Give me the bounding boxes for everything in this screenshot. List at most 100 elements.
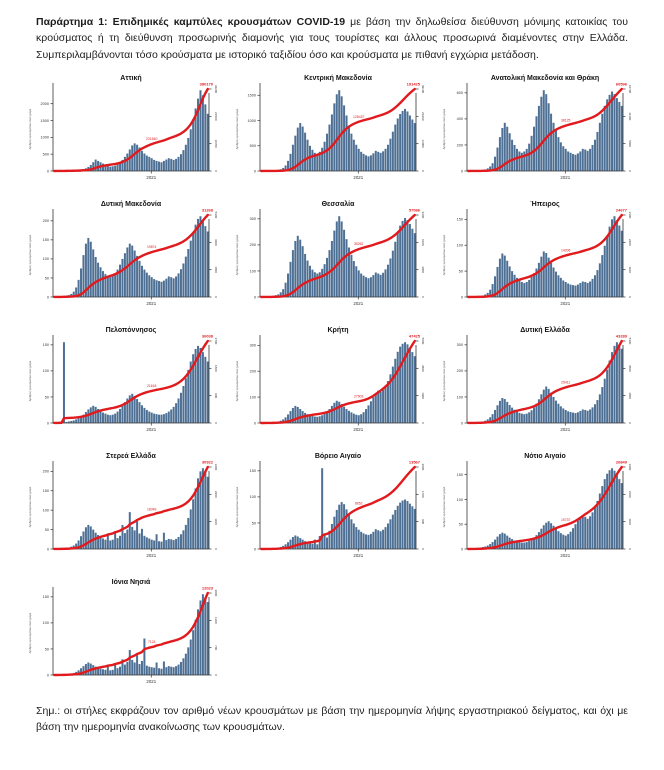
svg-text:0: 0 xyxy=(47,547,49,551)
svg-text:Κρήτη: Κρήτη xyxy=(327,327,348,334)
epidemic-curve-chart: Νότιο Αιγαίο 0 50 100 150 0 1100 2100 3200 2021 Αρ… xyxy=(442,453,632,558)
epidemic-curve-chart: Θεσσαλία010020030003000610091002021Αριθμ… xyxy=(235,200,425,306)
svg-text:200: 200 xyxy=(250,369,256,373)
svg-text:500: 500 xyxy=(250,144,256,148)
svg-text:2021: 2021 xyxy=(353,427,363,432)
svg-text:150: 150 xyxy=(456,473,462,477)
svg-text:50: 50 xyxy=(45,647,49,651)
svg-text:19874: 19874 xyxy=(147,245,157,249)
region-chart-7: Πελοπόννησος 0 50 100 150 0 900 1800 2700 2021 Αρι… xyxy=(25,323,225,441)
svg-text:300: 300 xyxy=(250,343,256,347)
svg-text:38125: 38125 xyxy=(561,118,571,122)
svg-text:9100: 9100 xyxy=(421,211,425,218)
svg-text:150: 150 xyxy=(43,489,49,493)
svg-text:0: 0 xyxy=(47,673,49,677)
svg-text:Αριθμός κρουσμάτων ανά ημέρα: Αριθμός κρουσμάτων ανά ημέρα xyxy=(235,360,239,401)
svg-text:5600: 5600 xyxy=(421,337,425,344)
svg-text:0: 0 xyxy=(254,295,256,299)
svg-text:3800: 3800 xyxy=(421,365,425,372)
svg-text:Αριθμός κρουσμάτων ανά ημέρα: Αριθμός κρουσμάτων ανά ημέρα xyxy=(235,234,239,275)
svg-text:128437: 128437 xyxy=(353,115,364,119)
svg-text:2021: 2021 xyxy=(147,301,157,306)
svg-text:0: 0 xyxy=(628,422,632,424)
svg-text:Στερεά Ελλάδα: Στερεά Ελλάδα xyxy=(107,452,157,460)
svg-text:50: 50 xyxy=(458,269,462,273)
svg-text:2021: 2021 xyxy=(353,301,363,306)
figure-caption: Παράρτημα 1: Επιδημικές καμπύλες κρουσμά… xyxy=(0,0,664,63)
svg-text:1000: 1000 xyxy=(41,135,49,139)
region-chart-13: Ιόνια Νησιά 0 50 100 150 0 700 1300 2000 2021 Αριθ… xyxy=(25,575,225,693)
svg-text:0: 0 xyxy=(421,422,425,424)
svg-text:0: 0 xyxy=(47,421,49,425)
svg-text:2021: 2021 xyxy=(147,679,157,684)
svg-text:2021: 2021 xyxy=(353,175,363,180)
figure-caption-bold: Παράρτημα 1: Επιδημικές καμπύλες κρουσμά… xyxy=(36,16,346,28)
svg-text:231540: 231540 xyxy=(146,137,157,141)
svg-text:0: 0 xyxy=(628,170,632,172)
svg-text:3600: 3600 xyxy=(214,239,218,246)
svg-text:1100: 1100 xyxy=(628,266,632,273)
svg-text:Αριθμός κρουσμάτων ανά ημέρα: Αριθμός κρουσμάτων ανά ημέρα xyxy=(442,108,446,149)
svg-text:900: 900 xyxy=(421,519,425,524)
svg-text:0: 0 xyxy=(461,421,463,425)
svg-text:100: 100 xyxy=(250,269,256,273)
svg-text:1800: 1800 xyxy=(214,365,218,372)
svg-text:50: 50 xyxy=(45,395,49,399)
svg-text:6100: 6100 xyxy=(421,239,425,246)
epidemic-charts-grid: Αττική 0 500 1000 1500 2000 0 10700 21500 32200 20… xyxy=(22,71,642,693)
svg-text:900: 900 xyxy=(214,393,218,398)
svg-text:200: 200 xyxy=(43,219,49,223)
svg-text:0: 0 xyxy=(254,169,256,173)
svg-text:200: 200 xyxy=(456,143,462,147)
region-chart-2: Κεντρική Μακεδονία 0 500 1000 1500 0 13000 2610… xyxy=(232,71,432,189)
svg-text:60596: 60596 xyxy=(616,81,628,86)
svg-text:26849: 26849 xyxy=(616,459,628,464)
svg-text:0: 0 xyxy=(628,296,632,298)
svg-text:2000: 2000 xyxy=(41,102,49,106)
svg-text:Αριθμός κρουσμάτων ανά ημέρα: Αριθμός κρουσμάτων ανά ημέρα xyxy=(442,360,446,401)
svg-text:150: 150 xyxy=(250,469,256,473)
svg-text:0: 0 xyxy=(214,674,218,676)
svg-text:0: 0 xyxy=(461,295,463,299)
region-chart-12: Νότιο Αιγαίο 0 50 100 150 0 1100 2100 3200 2021 Αρ… xyxy=(439,449,639,567)
svg-text:150: 150 xyxy=(43,595,49,599)
svg-text:100: 100 xyxy=(250,495,256,499)
svg-text:2021: 2021 xyxy=(560,175,570,180)
epidemic-curve-chart: Πελοπόννησος 0 50 100 150 0 900 1800 2700 2021 Αρι… xyxy=(28,326,218,432)
epidemic-curve-chart: Κεντρική Μακεδονία 0 500 1000 1500 0 13000 2610… xyxy=(235,75,425,180)
svg-text:10700: 10700 xyxy=(214,139,218,148)
svg-text:1100: 1100 xyxy=(628,518,632,525)
svg-text:Αριθμός κρουσμάτων ανά ημέρα: Αριθμός κρουσμάτων ανά ημέρα xyxy=(442,234,446,275)
svg-text:0: 0 xyxy=(214,170,218,172)
svg-text:0: 0 xyxy=(421,548,425,550)
svg-text:2200: 2200 xyxy=(628,239,632,246)
svg-text:0: 0 xyxy=(254,547,256,551)
svg-text:3000: 3000 xyxy=(421,266,425,273)
svg-text:1500: 1500 xyxy=(41,119,49,123)
svg-text:50: 50 xyxy=(45,276,49,280)
svg-text:2200: 2200 xyxy=(214,491,218,498)
svg-text:2021: 2021 xyxy=(560,553,570,558)
svg-text:Ιόνια Νησιά: Ιόνια Νησιά xyxy=(112,579,151,586)
svg-text:5600: 5600 xyxy=(628,140,632,147)
svg-text:700: 700 xyxy=(214,645,218,650)
svg-text:300: 300 xyxy=(250,217,256,221)
svg-text:Αριθμός κρουσμάτων ανά ημέρα: Αριθμός κρουσμάτων ανά ημέρα xyxy=(28,108,32,149)
svg-text:0: 0 xyxy=(254,421,256,425)
svg-text:7124: 7124 xyxy=(148,640,156,644)
svg-text:380170: 380170 xyxy=(200,81,214,86)
svg-text:3500: 3500 xyxy=(628,365,632,372)
svg-text:100: 100 xyxy=(43,508,49,512)
region-chart-9: Δυτική Ελλάδα 0 100 200 300 0 1800 3500 5300 2021… xyxy=(439,323,639,441)
svg-text:2021: 2021 xyxy=(147,427,157,432)
svg-text:600: 600 xyxy=(456,91,462,95)
svg-text:100: 100 xyxy=(43,257,49,261)
svg-text:Πελοπόννησος: Πελοπόννησος xyxy=(106,326,157,334)
svg-text:16700: 16700 xyxy=(628,85,632,94)
svg-text:27903: 27903 xyxy=(354,394,364,398)
svg-text:1100: 1100 xyxy=(214,518,218,525)
svg-text:3200: 3200 xyxy=(214,463,218,470)
svg-text:2600: 2600 xyxy=(421,463,425,470)
svg-text:50: 50 xyxy=(45,528,49,532)
